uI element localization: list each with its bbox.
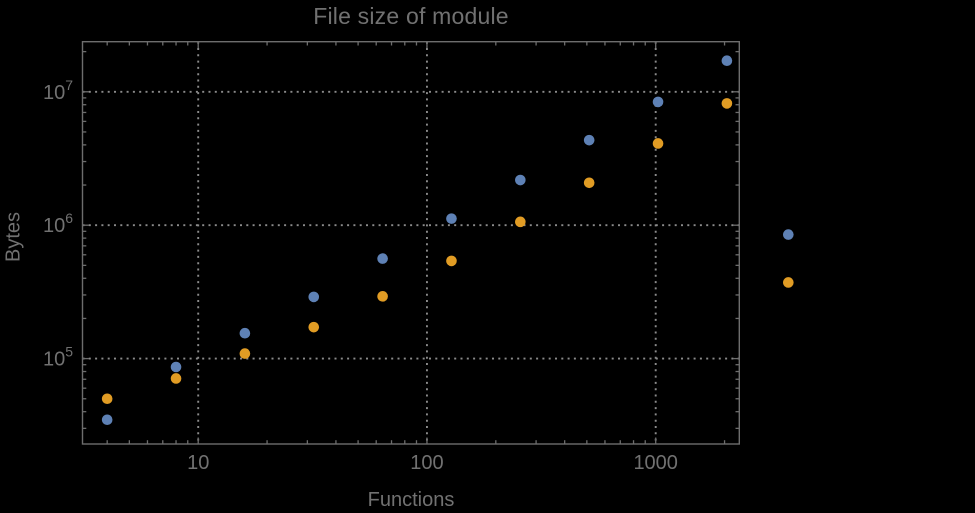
x-axis-label: Functions	[367, 489, 455, 511]
y-tick-label: 106	[43, 210, 73, 237]
y-axis-label: Bytes	[2, 211, 25, 263]
y-tick-label: 107	[43, 77, 73, 104]
data-points	[101, 55, 794, 426]
data-point-orange	[721, 98, 733, 109]
data-point-blue	[721, 55, 733, 67]
axis-ticks	[82, 41, 740, 444]
data-point-blue	[308, 291, 320, 303]
data-point-blue	[239, 327, 251, 339]
data-point-orange	[515, 216, 526, 228]
y-tick-labels: 105 106 107	[43, 77, 73, 371]
gridlines	[82, 41, 740, 444]
plot-frame	[81, 41, 740, 445]
data-point-blue	[515, 174, 526, 186]
x-tick-label: 10	[187, 452, 209, 474]
data-point-orange	[583, 177, 595, 189]
data-point-blue	[446, 213, 457, 224]
data-point-orange	[170, 373, 182, 384]
data-point-orange	[101, 393, 113, 405]
frame-rect	[81, 41, 740, 445]
x-tick-label: 1000	[633, 452, 678, 474]
data-point-blue	[377, 253, 388, 264]
data-point-orange	[308, 321, 320, 333]
data-point-orange	[239, 348, 251, 359]
data-point-blue	[583, 134, 595, 146]
y-tick-label: 105	[43, 344, 73, 371]
data-point-blue	[101, 414, 113, 426]
data-point-orange	[783, 277, 794, 288]
data-point-blue	[170, 361, 182, 373]
x-tick-label: 100	[410, 452, 443, 474]
data-point-blue	[652, 96, 664, 108]
data-point-orange	[446, 255, 457, 267]
chart-title: File size of module	[313, 3, 509, 29]
data-point-blue	[783, 229, 794, 240]
x-tick-labels: 10 100 1000	[187, 452, 678, 474]
data-point-orange	[652, 138, 664, 149]
data-point-orange	[377, 291, 388, 302]
